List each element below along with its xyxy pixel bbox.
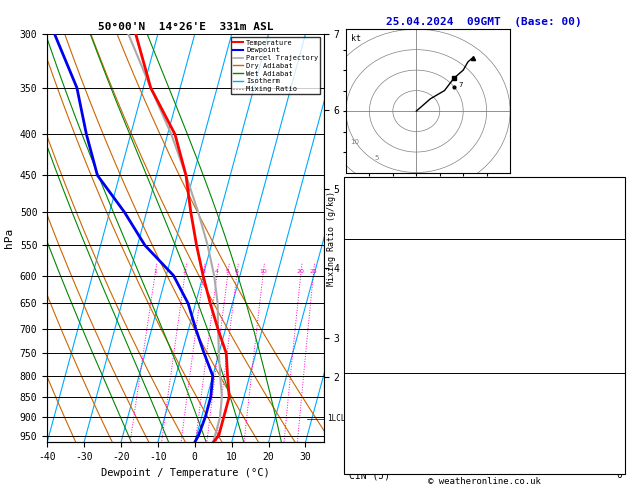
Text: 20: 20	[297, 269, 304, 275]
Text: 111: 111	[604, 336, 622, 346]
Text: CAPE (J): CAPE (J)	[349, 336, 396, 346]
Title: 50°00'N  14°26'E  331m ASL: 50°00'N 14°26'E 331m ASL	[97, 22, 274, 32]
Text: 6: 6	[616, 260, 622, 270]
Text: 2: 2	[183, 269, 187, 275]
Y-axis label: km
ASL: km ASL	[357, 238, 372, 258]
Text: © weatheronline.co.uk: © weatheronline.co.uk	[428, 477, 541, 486]
Text: 5: 5	[226, 269, 230, 275]
Text: θe(K): θe(K)	[349, 298, 379, 308]
Text: PW (cm): PW (cm)	[349, 222, 390, 231]
Text: Surface: Surface	[462, 241, 506, 251]
Text: K: K	[349, 183, 355, 193]
Text: 57: 57	[610, 202, 622, 212]
Text: 7: 7	[459, 82, 463, 87]
Text: Lifted Index: Lifted Index	[349, 432, 420, 442]
Text: 0.95: 0.95	[599, 222, 622, 231]
Text: Mixing Ratio (g/kg): Mixing Ratio (g/kg)	[327, 191, 336, 286]
Text: 3: 3	[201, 269, 206, 275]
Text: 23: 23	[610, 183, 622, 193]
Text: CIN (J): CIN (J)	[349, 355, 390, 365]
Text: 0: 0	[616, 470, 622, 480]
Text: 10: 10	[350, 139, 360, 145]
Text: Dewp (°C): Dewp (°C)	[349, 279, 402, 289]
Text: 1: 1	[153, 269, 157, 275]
Text: 968: 968	[604, 394, 622, 404]
Text: 293: 293	[604, 298, 622, 308]
Text: kt: kt	[350, 35, 360, 43]
Text: θe (K): θe (K)	[349, 413, 384, 423]
X-axis label: Dewpoint / Temperature (°C): Dewpoint / Temperature (°C)	[101, 468, 270, 478]
Text: 1LCL: 1LCL	[326, 414, 345, 423]
Y-axis label: hPa: hPa	[4, 228, 14, 248]
Legend: Temperature, Dewpoint, Parcel Trajectory, Dry Adiabat, Wet Adiabat, Isotherm, Mi: Temperature, Dewpoint, Parcel Trajectory…	[231, 37, 320, 94]
Text: 25: 25	[309, 269, 318, 275]
Text: CIN (J): CIN (J)	[349, 470, 390, 480]
Text: 0: 0	[616, 355, 622, 365]
Text: 10: 10	[259, 269, 267, 275]
Text: 1: 1	[616, 432, 622, 442]
Text: Temp (°C): Temp (°C)	[349, 260, 402, 270]
Text: 4: 4	[215, 269, 219, 275]
Text: Lifted Index: Lifted Index	[349, 317, 420, 327]
Text: Pressure (mb): Pressure (mb)	[349, 394, 425, 404]
Text: Totals Totals: Totals Totals	[349, 202, 425, 212]
Text: 6: 6	[235, 269, 239, 275]
Text: 0.5: 0.5	[604, 279, 622, 289]
Text: 111: 111	[604, 451, 622, 461]
Text: CAPE (J): CAPE (J)	[349, 451, 396, 461]
Text: 5: 5	[374, 155, 379, 161]
Text: Most Unstable: Most Unstable	[443, 375, 525, 384]
Text: 25.04.2024  09GMT  (Base: 00): 25.04.2024 09GMT (Base: 00)	[386, 17, 582, 27]
Text: 293: 293	[604, 413, 622, 423]
Text: 1: 1	[616, 317, 622, 327]
